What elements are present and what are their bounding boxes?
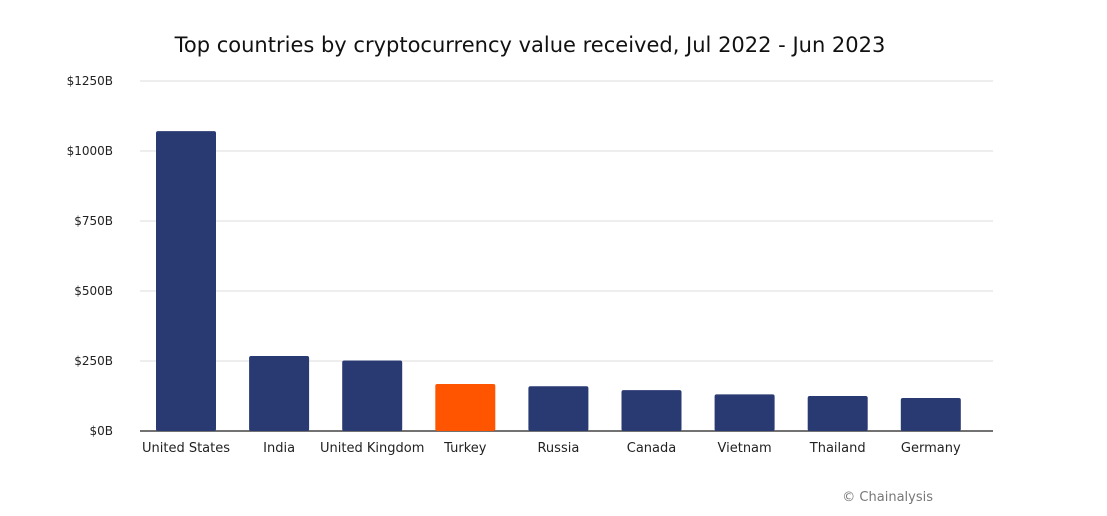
x-tick-label: Germany <box>901 441 961 456</box>
bar-united-states <box>156 131 216 431</box>
bar-vietnam <box>714 394 775 431</box>
bar-thailand <box>807 396 868 431</box>
y-tick-label: $1250B <box>67 74 113 88</box>
x-tick-label: United States <box>142 441 230 456</box>
bar-india <box>249 355 310 431</box>
bar-russia <box>528 386 589 431</box>
y-tick-label: $0B <box>89 424 113 438</box>
x-tick-label: Thailand <box>809 441 866 456</box>
credit: © Chainalysis <box>842 490 933 505</box>
y-tick-label: $750B <box>74 214 113 228</box>
bar-germany <box>900 397 961 431</box>
x-tick-label: United Kingdom <box>320 441 424 456</box>
x-tick-label: Turkey <box>443 441 487 456</box>
x-tick-label: Russia <box>537 441 579 456</box>
bar-canada <box>621 390 682 431</box>
y-tick-label: $1000B <box>67 144 113 158</box>
x-tick-label: Canada <box>627 441 676 456</box>
y-tick-label: $500B <box>74 284 113 298</box>
x-tick-label: India <box>263 441 295 456</box>
bar-turkey <box>435 383 496 431</box>
bar-united-kingdom <box>342 360 403 431</box>
x-tick-label: Vietnam <box>718 441 772 456</box>
chart-title: Top countries by cryptocurrency value re… <box>174 33 886 57</box>
y-tick-label: $250B <box>74 354 113 368</box>
